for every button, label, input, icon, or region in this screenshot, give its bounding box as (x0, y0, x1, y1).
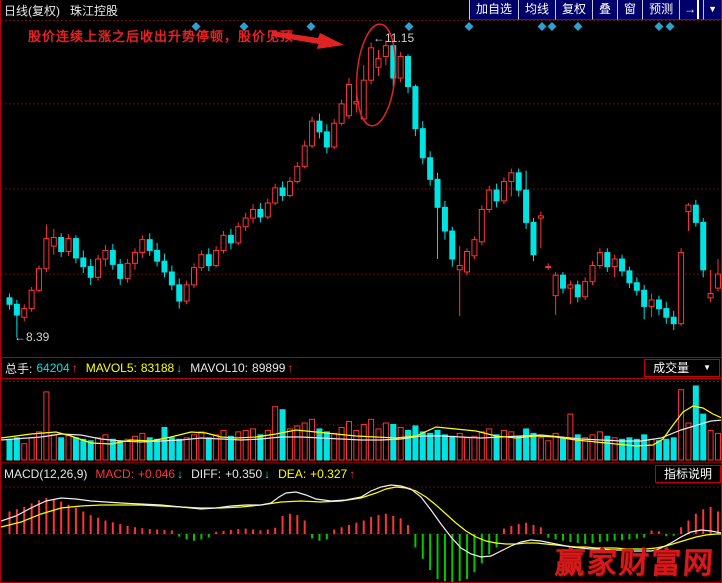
left-arrow-icon: ← (14, 330, 26, 344)
mavol10-arrow-icon: ↑ (287, 361, 294, 375)
macd-value: +0.046 (138, 466, 176, 481)
toolbar-button-window[interactable]: 窗 (617, 0, 643, 20)
diff-arrow-icon: ↓ (264, 466, 271, 481)
indicator-help-button[interactable]: 指标说明 (654, 464, 721, 483)
mavol10-label: MAVOL10: (190, 361, 249, 375)
zongshou-arrow-icon: ↑ (71, 361, 78, 375)
mavol5-arrow-icon: ↓ (176, 361, 183, 375)
dropdown-icon[interactable]: ▼ (703, 0, 721, 20)
left-arrow-icon: ← (373, 31, 385, 45)
dea-label: DEA: (278, 466, 307, 481)
toolbar-button-forecast[interactable]: 预测 (642, 0, 680, 20)
macd-label: MACD: (95, 466, 135, 481)
kline-chart[interactable] (1, 20, 722, 357)
mavol5-value: 83188 (140, 361, 175, 375)
zongshou-label: 总手: (5, 361, 33, 376)
dea-arrow-icon: ↑ (349, 466, 356, 481)
diff-label: DIFF: (191, 466, 222, 481)
stock-name: 珠江控股 (70, 3, 119, 18)
diff-value: +0.350 (225, 466, 263, 481)
zongshou-value: 64204 (36, 361, 70, 375)
mavol10-value: 89899 (252, 361, 286, 375)
macd-chart[interactable] (1, 484, 722, 583)
toolbar-button-overlay[interactable]: 叠 (592, 0, 618, 20)
macd-arrow-icon: ↓ (177, 466, 184, 481)
annotation-text: 股价连续上涨之后收出升势停顿，股价见顶 (28, 29, 295, 44)
dea-value: +0.327 (310, 466, 348, 481)
volume-header: 总手: 64204 ↑ MAVOL5: 83188 ↓ MAVOL10: 898… (1, 357, 721, 379)
toolbar-button-adjust[interactable]: 复权 (555, 0, 593, 20)
period-label: 日线(复权) (4, 3, 60, 18)
toolbar-button-ma[interactable]: 均线 (518, 0, 556, 20)
macd-header: MACD(12,26,9) MACD: +0.046 ↓ DIFF: +0.35… (1, 462, 721, 484)
macd-params-label: MACD(12,26,9) (4, 466, 88, 481)
volume-chart[interactable] (1, 379, 722, 462)
low-price-label: ←8.39 (14, 330, 50, 344)
chevron-down-icon: ▼ (703, 363, 711, 372)
volume-indicator-button[interactable]: 成交量 ▼ (644, 359, 720, 377)
next-page-icon[interactable]: → (679, 0, 704, 20)
peak-price-label: ←11.15 (373, 31, 415, 45)
toolbar: 加自选 均线 复权 叠 窗 预测 → ▼ (468, 0, 721, 20)
mavol5-label: MAVOL5: (85, 361, 137, 375)
toolbar-button-add-favorite[interactable]: 加自选 (468, 0, 518, 20)
watermark: 赢家财富网 (553, 546, 716, 581)
